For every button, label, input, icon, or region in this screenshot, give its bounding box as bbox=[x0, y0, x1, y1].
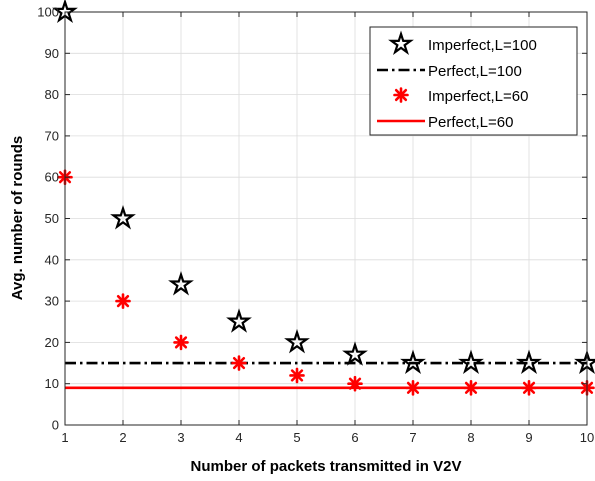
x-tick-label: 7 bbox=[409, 430, 416, 445]
y-tick-label: 10 bbox=[45, 376, 59, 391]
series-layer bbox=[52, 0, 595, 396]
x-tick-label: 1 bbox=[61, 430, 68, 445]
y-tick-label: 50 bbox=[45, 211, 59, 226]
data-point bbox=[347, 375, 363, 392]
y-tick-label: 80 bbox=[45, 87, 59, 102]
legend-swatch-marker bbox=[388, 30, 414, 55]
legend-label-imperfect-l100: Imperfect,L=100 bbox=[428, 37, 537, 54]
legend-swatches bbox=[377, 30, 425, 123]
data-point bbox=[521, 380, 537, 396]
data-point bbox=[342, 341, 368, 366]
data-point-stroke bbox=[464, 381, 478, 394]
x-tick-label: 9 bbox=[525, 430, 532, 445]
y-tick-label: 20 bbox=[45, 335, 59, 350]
y-tick-label: 0 bbox=[52, 418, 59, 433]
y-tick-label: 30 bbox=[45, 294, 59, 309]
data-point bbox=[226, 308, 252, 333]
legend-swatch-marker bbox=[393, 87, 409, 103]
data-point bbox=[289, 367, 305, 384]
x-tick-label: 8 bbox=[467, 430, 474, 445]
data-point-stroke bbox=[116, 294, 130, 308]
data-point bbox=[405, 380, 421, 396]
y-tick-label: 40 bbox=[45, 252, 59, 267]
data-point-stroke bbox=[348, 377, 362, 390]
x-tick-label: 5 bbox=[293, 430, 300, 445]
x-axis-label: Number of packets transmitted in V2V bbox=[191, 458, 462, 475]
legend-label-imperfect-l60: Imperfect,L=60 bbox=[428, 88, 528, 105]
data-point bbox=[400, 349, 426, 375]
data-point bbox=[115, 293, 131, 309]
data-point bbox=[463, 380, 479, 396]
y-axis-label: Avg. number of rounds bbox=[9, 136, 26, 300]
y-tick-label: 70 bbox=[45, 128, 59, 143]
x-tick-label: 3 bbox=[177, 430, 184, 445]
x-tick-label: 2 bbox=[119, 430, 126, 445]
data-point bbox=[516, 349, 542, 375]
y-tick-label: 100 bbox=[37, 5, 59, 20]
data-point bbox=[284, 328, 310, 354]
data-point-stroke bbox=[406, 381, 420, 394]
legend: Imperfect,L=100 Perfect,L=100 Imperfect,… bbox=[369, 26, 578, 136]
y-tick-label: 90 bbox=[45, 46, 59, 61]
y-tick-label: 60 bbox=[45, 170, 59, 185]
legend-label-perfect-l60: Perfect,L=60 bbox=[428, 114, 513, 131]
data-point-stroke bbox=[174, 336, 188, 349]
data-point-stroke bbox=[522, 381, 536, 394]
data-point bbox=[231, 355, 247, 371]
x-tick-label: 6 bbox=[351, 430, 358, 445]
legend-label-perfect-l100: Perfect,L=100 bbox=[428, 63, 522, 80]
data-point bbox=[110, 204, 136, 230]
data-point bbox=[458, 349, 484, 375]
legend-swatch-marker-stroke bbox=[394, 88, 408, 102]
data-point bbox=[168, 271, 194, 296]
data-point bbox=[173, 334, 189, 351]
x-tick-label: 10 bbox=[580, 430, 594, 445]
x-tick-label: 4 bbox=[235, 430, 242, 445]
data-point-stroke bbox=[232, 356, 246, 370]
data-point-stroke bbox=[290, 369, 304, 382]
